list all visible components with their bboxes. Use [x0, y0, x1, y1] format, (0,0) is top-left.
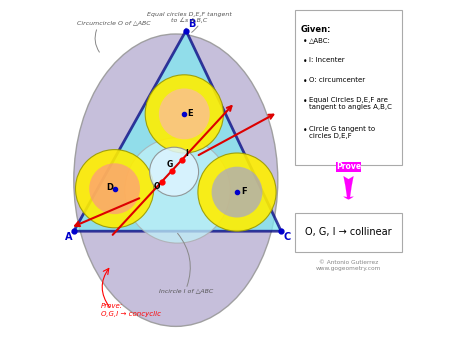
Text: O: circumcenter: O: circumcenter [310, 77, 365, 83]
Text: O,G,I → concyclic: O,G,I → concyclic [101, 311, 161, 317]
FancyBboxPatch shape [295, 10, 402, 165]
Circle shape [125, 138, 230, 243]
FancyBboxPatch shape [295, 212, 402, 252]
Text: Incircle I of △ABC: Incircle I of △ABC [159, 288, 213, 293]
Text: I: Incenter: I: Incenter [310, 57, 345, 63]
Text: •: • [302, 77, 307, 86]
Circle shape [198, 153, 276, 231]
Text: Circumcircle O of △ABC: Circumcircle O of △ABC [77, 20, 151, 25]
Text: A: A [65, 232, 73, 242]
Text: © Antonio Gutierrez: © Antonio Gutierrez [319, 259, 378, 265]
Text: △ABC:: △ABC: [310, 37, 331, 44]
Text: Equal Circles D,E,F are
tangent to angles A,B,C: Equal Circles D,E,F are tangent to angle… [310, 97, 392, 109]
Circle shape [211, 167, 263, 218]
Text: G: G [167, 160, 173, 169]
Circle shape [150, 147, 199, 196]
Circle shape [75, 150, 154, 228]
Ellipse shape [74, 34, 278, 326]
Circle shape [145, 75, 223, 153]
Text: D: D [106, 183, 113, 192]
Text: Equal circles D,E,F tangent
to ∠s A,B,C: Equal circles D,E,F tangent to ∠s A,B,C [147, 12, 232, 23]
Text: F: F [241, 187, 246, 196]
Text: •: • [302, 37, 307, 46]
Circle shape [159, 88, 210, 139]
Text: O: O [154, 182, 160, 191]
Text: Given:: Given: [301, 25, 331, 34]
Text: I: I [185, 149, 188, 158]
Text: •: • [302, 97, 307, 105]
Text: Prove:: Prove: [101, 303, 123, 309]
Text: •: • [302, 57, 307, 66]
Text: C: C [284, 232, 291, 242]
Text: Prove: Prove [336, 162, 361, 171]
FancyBboxPatch shape [336, 162, 361, 172]
Circle shape [89, 163, 140, 214]
Text: O, G, I → collinear: O, G, I → collinear [305, 227, 392, 237]
Text: www.gogeometry.com: www.gogeometry.com [316, 266, 381, 271]
Text: E: E [188, 108, 193, 118]
Text: B: B [188, 19, 195, 29]
Text: Circle G tangent to
circles D,E,F: Circle G tangent to circles D,E,F [310, 126, 375, 139]
Polygon shape [74, 31, 281, 231]
Text: •: • [302, 126, 307, 135]
